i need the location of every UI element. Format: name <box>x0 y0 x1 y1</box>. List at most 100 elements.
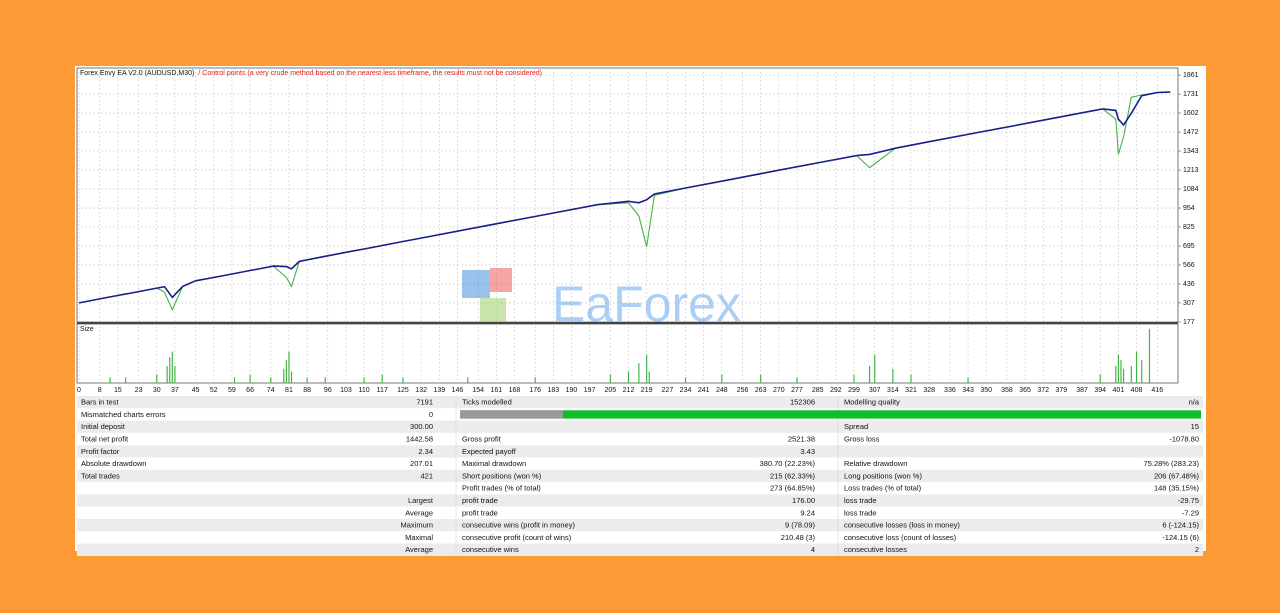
size-bar <box>1117 354 1119 383</box>
grid: 0 8 15 23 30 37 45 52 59 66 74 81 88 96 103 110 117 125 13… <box>77 68 1199 394</box>
x-tick-label: 270 <box>773 387 785 394</box>
table-cell: Long positions (won %) <box>844 471 922 480</box>
progress-gray <box>460 410 563 419</box>
x-tick-label: 219 <box>641 387 653 394</box>
x-tick-label: 394 <box>1094 387 1106 394</box>
table-cell: Total net profit <box>81 435 129 444</box>
size-bar <box>306 377 308 383</box>
table-cell: Loss trades (% of total) <box>844 484 922 493</box>
table-cell: Profit trades (% of total) <box>462 484 541 493</box>
table-cell: Mismatched charts errors <box>81 410 166 419</box>
table-cell: Average <box>405 545 433 554</box>
logo-block <box>480 298 506 324</box>
chart-subtitle: / Control points (a very crude method ba… <box>198 70 542 77</box>
y-tick-label: 566 <box>1183 262 1195 269</box>
chart-title: Forex Envy EA V2.0 (AUDUSD,M30) <box>80 70 194 77</box>
x-tick-label: 37 <box>171 387 179 394</box>
table-row <box>77 519 1203 532</box>
table-cell: consecutive losses <box>844 545 907 554</box>
y-tick-label: 1731 <box>1183 91 1199 98</box>
size-bar <box>638 363 640 383</box>
size-bar <box>171 351 173 383</box>
x-tick-label: 15 <box>114 387 122 394</box>
y-tick-label: 436 <box>1183 281 1195 288</box>
x-tick-label: 139 <box>433 387 445 394</box>
table-cell: 15 <box>1191 422 1199 431</box>
y-tick-label: 825 <box>1183 224 1195 231</box>
x-tick-label: 343 <box>962 387 974 394</box>
y-tick-label: 1084 <box>1183 186 1199 193</box>
size-bar <box>874 354 876 383</box>
table-cell: 2.34 <box>418 447 433 456</box>
size-bar <box>249 374 251 383</box>
size-bar <box>381 374 383 383</box>
size-bar <box>1099 374 1101 383</box>
table-cell: 1442.58 <box>406 435 433 444</box>
x-tick-label: 328 <box>923 387 935 394</box>
table-cell: 7191 <box>416 398 433 407</box>
y-tick-label: 954 <box>1183 205 1195 212</box>
size-bar <box>868 365 871 383</box>
size-bar <box>796 377 798 383</box>
x-tick-label: 45 <box>192 387 200 394</box>
table-cell: consecutive wins (profit in money) <box>462 521 575 530</box>
x-tick-label: 190 <box>566 387 578 394</box>
x-tick-label: 416 <box>1151 387 1163 394</box>
y-tick-label: 1602 <box>1183 110 1199 117</box>
x-tick-label: 277 <box>791 387 803 394</box>
size-bar <box>646 354 648 383</box>
size-bar <box>285 360 287 383</box>
table-cell: Bars in test <box>81 398 119 407</box>
x-tick-label: 248 <box>716 387 728 394</box>
x-tick-label: 161 <box>490 387 502 394</box>
size-bar <box>684 377 687 383</box>
size-bar <box>1120 360 1122 383</box>
size-bar <box>1135 351 1138 383</box>
x-tick-label: 88 <box>303 387 311 394</box>
table-row <box>77 506 1203 519</box>
table-cell: Profit factor <box>81 447 120 456</box>
size-bar <box>283 368 285 383</box>
x-tick-label: 321 <box>905 387 917 394</box>
x-tick-label: 212 <box>623 387 635 394</box>
x-tick-label: 205 <box>605 387 617 394</box>
size-bar <box>892 368 894 383</box>
table-cell: Modelling quality <box>844 398 900 407</box>
table-cell: 0 <box>429 410 433 419</box>
size-bar <box>1115 365 1117 383</box>
x-tick-label: 74 <box>267 387 275 394</box>
y-tick-label: 1213 <box>1183 167 1199 174</box>
x-tick-label: 125 <box>397 387 409 394</box>
size-bar <box>363 377 365 383</box>
table-cell: 9 (78.09) <box>785 521 816 530</box>
x-tick-label: 0 <box>77 387 81 394</box>
table-cell: 176.00 <box>792 496 815 505</box>
table-cell: 206 (67.48%) <box>1154 471 1200 480</box>
x-tick-label: 23 <box>135 387 143 394</box>
x-tick-label: 110 <box>359 387 370 394</box>
table-row <box>77 494 1203 507</box>
table-cell: Spread <box>844 422 868 431</box>
x-tick-label: 30 <box>153 387 161 394</box>
x-tick-label: 241 <box>698 387 710 394</box>
x-tick-label: 263 <box>755 387 767 394</box>
size-bar <box>288 351 290 383</box>
table-cell: loss trade <box>844 496 877 505</box>
size-bar <box>1130 365 1132 383</box>
table-cell: Short positions (won %) <box>462 471 542 480</box>
x-tick-label: 176 <box>529 387 541 394</box>
x-tick-label: 81 <box>285 387 293 394</box>
table-cell: Maximal drawdown <box>462 459 526 468</box>
size-bar <box>967 377 969 383</box>
table-cell: 75.28% (283.23) <box>1144 459 1200 468</box>
size-bar <box>402 377 404 383</box>
size-bar <box>721 374 723 383</box>
x-tick-label: 365 <box>1019 387 1031 394</box>
x-tick-label: 197 <box>584 387 596 394</box>
x-tick-label: 96 <box>324 387 332 394</box>
table-cell: profit trade <box>462 508 498 517</box>
x-tick-label: 408 <box>1131 387 1143 394</box>
table-cell: Total trades <box>81 471 120 480</box>
table-cell: loss trade <box>844 508 877 517</box>
x-tick-label: 256 <box>737 387 749 394</box>
